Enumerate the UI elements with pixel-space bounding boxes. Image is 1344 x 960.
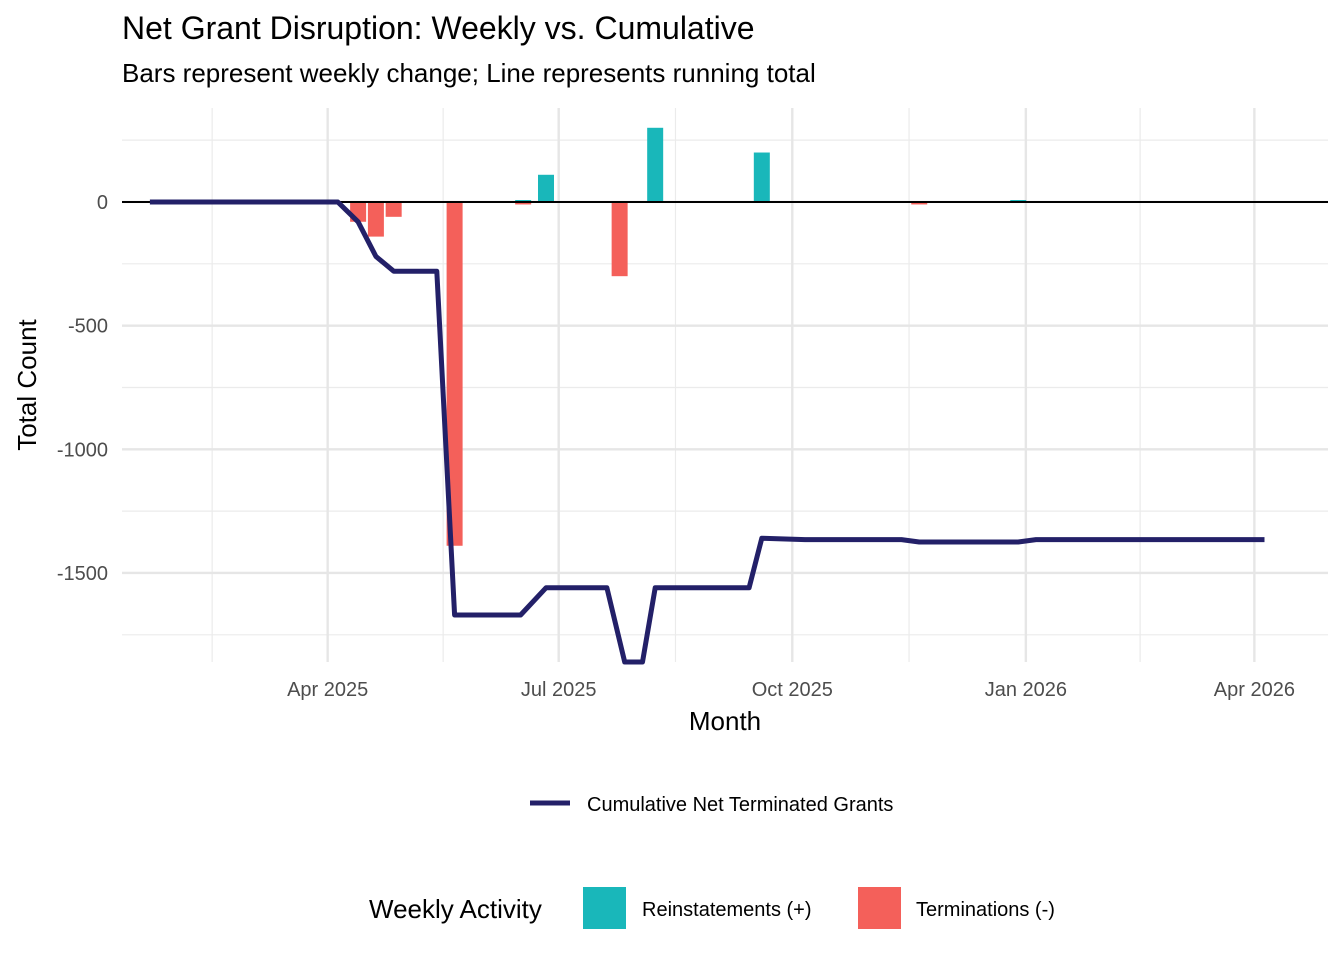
- termination-bar: [611, 201, 628, 277]
- legend-label-cumulative: Cumulative Net Terminated Grants: [587, 794, 893, 816]
- legend-title-weekly-activity: Weekly Activity: [369, 894, 542, 924]
- reinstatement-bar: [753, 152, 770, 202]
- bar-legend: Weekly Activity Reinstatements (+) Termi…: [369, 887, 1055, 929]
- x-tick-label: Oct 2025: [752, 679, 833, 701]
- reinstatement-bar: [538, 174, 555, 202]
- x-tick-label: Apr 2026: [1214, 679, 1295, 701]
- termination-bar: [911, 201, 928, 205]
- major-gridlines: [122, 108, 1328, 662]
- x-tick-label: Apr 2025: [287, 679, 368, 701]
- x-axis-title: Month: [689, 706, 761, 736]
- reinstatement-bar: [647, 127, 664, 202]
- x-tick-label: Jan 2026: [985, 679, 1067, 701]
- legend-label-terminations: Terminations (-): [916, 899, 1055, 921]
- bar-marks: [350, 127, 1027, 546]
- termination-bar: [385, 201, 402, 217]
- legend-key-terminations: [858, 887, 901, 929]
- line-legend: Cumulative Net Terminated Grants: [530, 794, 893, 816]
- y-tick-label: -500: [68, 316, 108, 338]
- legend-key-reinstatements: [583, 887, 626, 929]
- legend-label-reinstatements: Reinstatements (+): [642, 899, 812, 921]
- y-tick-label: -1000: [57, 439, 108, 461]
- y-tick-label: 0: [97, 192, 108, 214]
- y-axis-title: Total Count: [12, 318, 42, 450]
- termination-bar: [367, 201, 384, 237]
- chart-subtitle: Bars represent weekly change; Line repre…: [122, 58, 816, 88]
- y-tick-label: -1500: [57, 563, 108, 585]
- chart-title: Net Grant Disruption: Weekly vs. Cumulat…: [122, 10, 755, 46]
- cumulative-line: [149, 199, 1265, 665]
- termination-bar: [446, 201, 463, 546]
- y-tick-labels: 0 -500 -1000 -1500: [57, 192, 108, 585]
- minor-gridlines: [122, 108, 1328, 662]
- x-tick-labels: Apr 2025 Jul 2025 Oct 2025 Jan 2026 Apr 2026: [287, 679, 1295, 701]
- x-tick-label: Jul 2025: [521, 679, 597, 701]
- termination-bar: [515, 201, 532, 205]
